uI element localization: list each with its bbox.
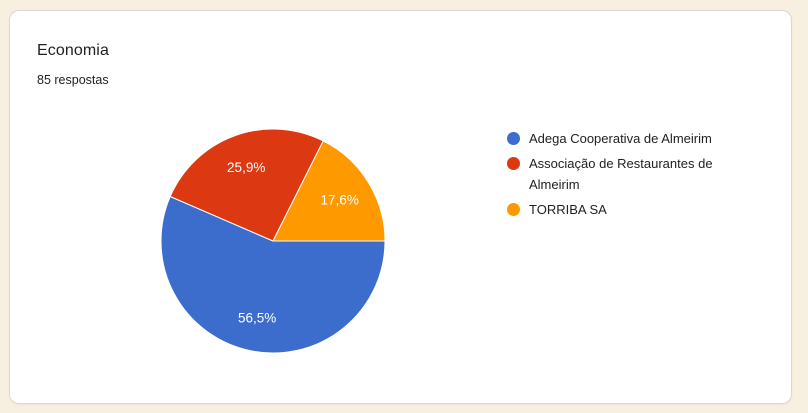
pie-slice-percentage: 17,6% xyxy=(321,192,359,207)
pie-slice-percentage: 25,9% xyxy=(227,160,265,175)
pie-slice-1[interactable] xyxy=(169,128,324,242)
legend-label: Associação de Restaurantes de Almeirim xyxy=(529,156,713,192)
pie-slice-2[interactable] xyxy=(272,140,386,242)
legend-item: TORRIBA SA xyxy=(507,199,759,220)
question-results-card: Economia 85 respostas 56,5% 25,9% 17,6% Ad… xyxy=(9,10,792,404)
pie-slice-0[interactable] xyxy=(160,195,386,354)
legend-item: Adega Cooperativa de Almeirim xyxy=(507,128,759,149)
response-count: 85 respostas xyxy=(37,73,109,87)
question-title: Economia xyxy=(37,42,109,59)
legend-label: TORRIBA SA xyxy=(529,202,607,217)
legend-label: Adega Cooperativa de Almeirim xyxy=(529,131,712,146)
legend-color-dot xyxy=(507,132,520,145)
legend-item: Associação de Restaurantes de Almeirim xyxy=(507,153,759,195)
legend-color-dot xyxy=(507,157,520,170)
pie-chart: 56,5% 25,9% 17,6% xyxy=(160,128,386,354)
pie-slice-percentage: 56,5% xyxy=(238,310,276,325)
legend-color-dot xyxy=(507,203,520,216)
legend: Adega Cooperativa de Almeirim Associação … xyxy=(507,128,759,220)
